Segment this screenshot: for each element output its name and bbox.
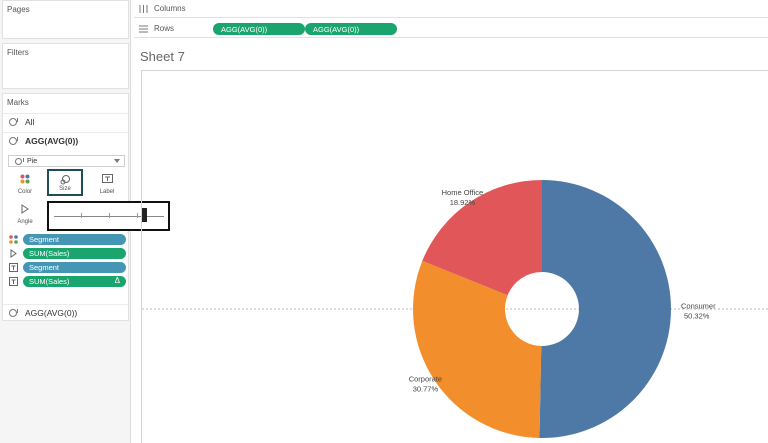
- size-icon: [60, 175, 70, 185]
- mark-type-value: Pie: [27, 157, 38, 165]
- segment-color-pill[interactable]: Segment: [23, 233, 126, 245]
- field-row[interactable]: Segment: [9, 261, 127, 273]
- sheet-title: Sheet 7: [140, 49, 185, 64]
- color-button-label: Color: [17, 189, 33, 195]
- slice-name-label: Corporate: [409, 374, 442, 383]
- slice-name-label: Home Office: [442, 188, 484, 197]
- slice-value-label: 50.32%: [684, 311, 710, 320]
- chevron-down-icon: [114, 159, 120, 163]
- slice-consumer[interactable]: [539, 180, 671, 438]
- pages-title: Pages: [7, 5, 30, 14]
- label-button-label: Label: [99, 189, 115, 195]
- rows-label: Rows: [154, 24, 175, 33]
- color-button[interactable]: Color: [7, 170, 43, 197]
- pie-icon: [15, 157, 24, 165]
- slice-home-office[interactable]: [422, 180, 542, 296]
- angle-button-label: Angle: [17, 219, 33, 225]
- angle-button[interactable]: Angle: [7, 200, 43, 227]
- sales-label-pill[interactable]: SUM(Sales) Δ: [23, 275, 126, 287]
- color-dots-icon: [20, 174, 30, 184]
- marks-all-row[interactable]: All: [3, 113, 128, 130]
- text-label-icon: [9, 262, 18, 272]
- slider-tick: [81, 213, 82, 218]
- field-row[interactable]: Segment: [9, 233, 127, 245]
- columns-label: Columns: [154, 4, 186, 13]
- rows-pill[interactable]: AGG(AVG(0)): [213, 23, 305, 35]
- marks-second-measure-row[interactable]: AGG(AVG(0)): [3, 304, 128, 321]
- filters-card[interactable]: Filters: [2, 43, 129, 89]
- pages-card[interactable]: Pages: [2, 0, 129, 39]
- angle-icon: [21, 204, 29, 214]
- slice-corporate[interactable]: [413, 260, 542, 438]
- marks-all-label: All: [25, 117, 35, 127]
- marks-card: Marks All AGG(AVG(0)) Pie Color Size: [2, 93, 129, 321]
- segment-label-pill[interactable]: Segment: [23, 261, 126, 273]
- slider-tick: [109, 213, 110, 218]
- marks-second-measure-label: AGG(AVG(0)): [25, 308, 78, 318]
- size-button-label: Size: [59, 186, 71, 192]
- columns-shelf[interactable]: Columns: [134, 0, 768, 18]
- label-button[interactable]: Label: [89, 170, 125, 197]
- rows-pill[interactable]: AGG(AVG(0)): [305, 23, 397, 35]
- marks-title: Marks: [7, 98, 29, 107]
- marks-measure-row[interactable]: AGG(AVG(0)): [3, 132, 128, 149]
- text-label-icon: [101, 174, 113, 183]
- angle-icon: [10, 248, 17, 258]
- filters-title: Filters: [7, 48, 29, 57]
- text-label-icon: [9, 276, 18, 286]
- pie-icon: [9, 309, 18, 317]
- field-row[interactable]: SUM(Sales) Δ: [9, 275, 127, 287]
- size-button[interactable]: Size: [47, 169, 83, 196]
- pie-icon: [9, 118, 18, 126]
- color-dots-icon: [9, 234, 18, 244]
- marks-measure-label: AGG(AVG(0)): [25, 136, 79, 146]
- size-slider-track[interactable]: [54, 213, 164, 218]
- mark-type-dropdown[interactable]: Pie: [8, 155, 125, 167]
- slice-value-label: 18.92%: [450, 198, 476, 207]
- rows-shelf[interactable]: Rows AGG(AVG(0)) AGG(AVG(0)): [134, 20, 768, 38]
- slider-tick: [137, 213, 138, 218]
- size-slider-popup: [47, 201, 170, 231]
- pie-icon: [9, 137, 18, 145]
- rows-icon: [139, 25, 148, 32]
- slice-value-label: 30.77%: [413, 384, 439, 393]
- chart-view: Consumer 50.32% Corporate 30.77% Home Office…: [141, 70, 768, 443]
- size-slider-thumb[interactable]: [141, 208, 148, 222]
- slice-name-label: Consumer: [681, 301, 716, 310]
- sales-angle-pill[interactable]: SUM(Sales): [23, 247, 126, 259]
- field-row[interactable]: SUM(Sales): [9, 247, 127, 259]
- table-calc-delta-icon: Δ: [114, 275, 120, 285]
- left-panel: Pages Filters Marks All AGG(AVG(0)) Pie …: [0, 0, 131, 443]
- columns-icon: [139, 4, 148, 13]
- sales-label-pill-text: SUM(Sales): [29, 276, 70, 286]
